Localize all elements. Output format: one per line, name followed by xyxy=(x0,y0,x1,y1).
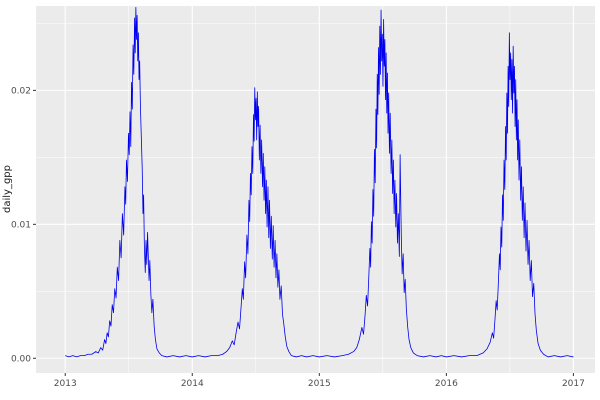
panel-background xyxy=(36,6,595,373)
x-tick-label: 2015 xyxy=(308,379,331,389)
y-tick-label: 0.00 xyxy=(11,354,31,364)
y-axis-title: daily_gpp xyxy=(2,165,13,213)
daily-gpp-line xyxy=(65,6,574,358)
y-tick-label: 0.02 xyxy=(11,86,31,96)
x-tick-label: 2017 xyxy=(562,379,585,389)
x-tick-label: 2016 xyxy=(435,379,458,389)
plot-panel xyxy=(36,6,595,373)
x-tick-label: 2014 xyxy=(181,379,204,389)
y-tick-label: 0.01 xyxy=(11,220,31,230)
axes: 2013 2014 2015 2016 2017 0.00 0.01 0.02 xyxy=(11,86,585,389)
x-tick-label: 2013 xyxy=(54,379,77,389)
